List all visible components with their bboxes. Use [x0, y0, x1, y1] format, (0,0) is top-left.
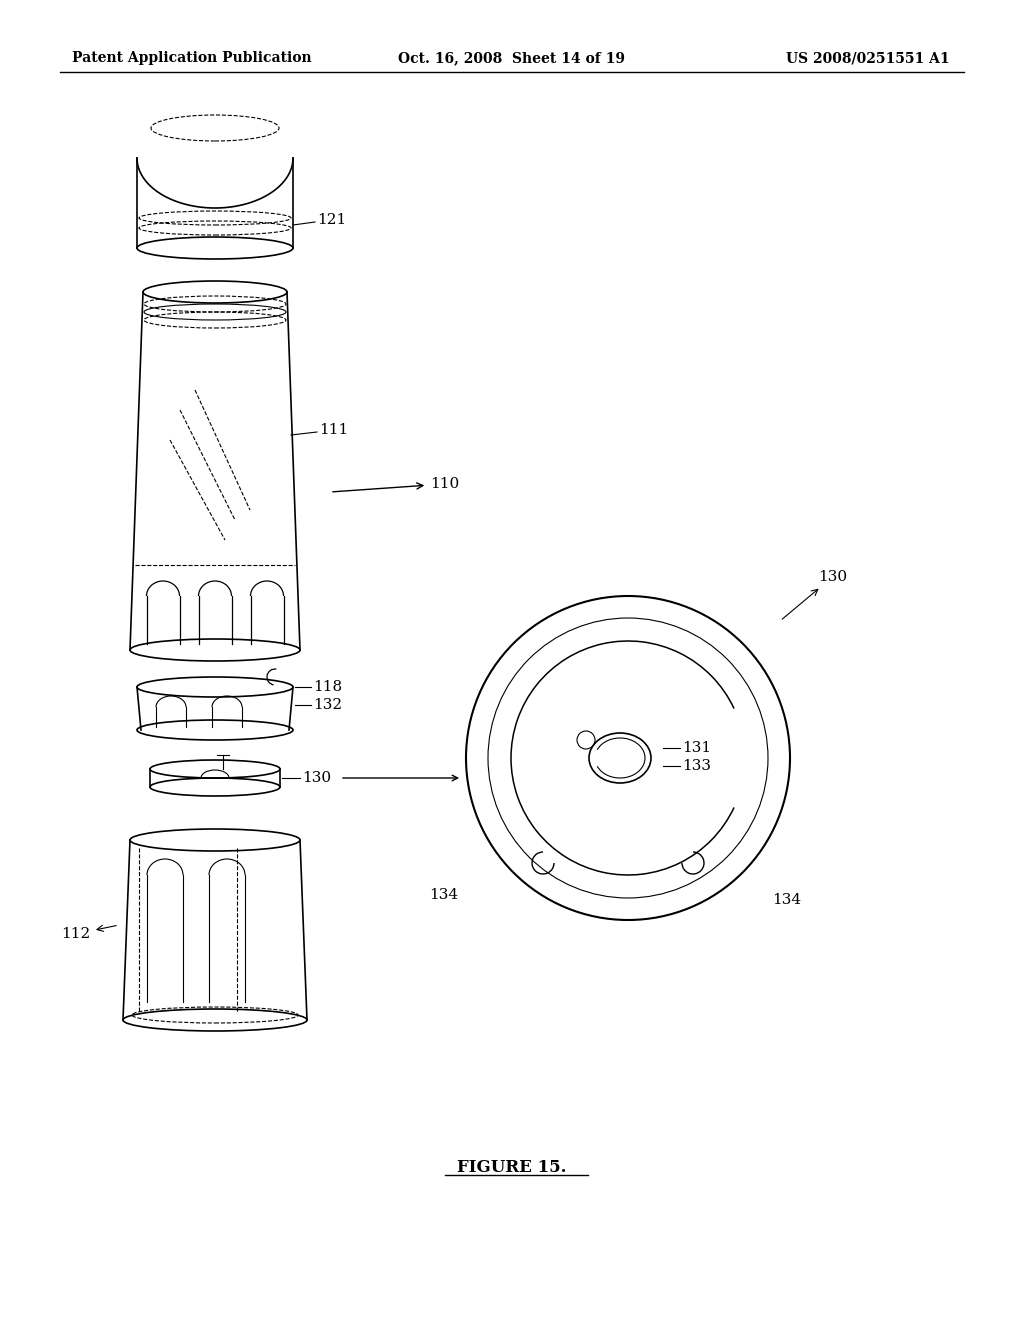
Text: Oct. 16, 2008  Sheet 14 of 19: Oct. 16, 2008 Sheet 14 of 19	[398, 51, 626, 65]
Text: 131: 131	[682, 741, 711, 755]
Text: 134: 134	[772, 894, 801, 907]
Text: 110: 110	[333, 477, 459, 492]
Text: 130: 130	[302, 771, 331, 785]
Text: Patent Application Publication: Patent Application Publication	[72, 51, 311, 65]
Text: 111: 111	[319, 422, 348, 437]
Text: 133: 133	[682, 759, 711, 774]
Text: 118: 118	[313, 680, 342, 694]
Text: 132: 132	[313, 698, 342, 711]
Text: US 2008/0251551 A1: US 2008/0251551 A1	[786, 51, 950, 65]
Text: FIGURE 15.: FIGURE 15.	[458, 1159, 566, 1176]
Text: 121: 121	[317, 213, 346, 227]
Text: 134: 134	[429, 888, 458, 902]
Text: 130: 130	[782, 570, 847, 619]
Text: 112: 112	[61, 925, 117, 941]
